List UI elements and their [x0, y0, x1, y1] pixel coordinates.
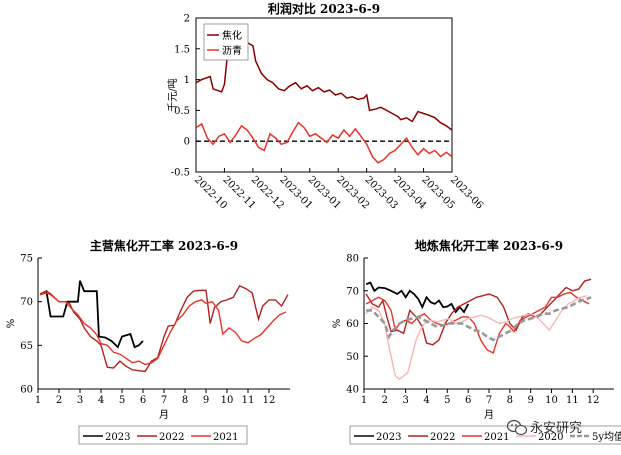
series-line: [366, 296, 592, 342]
chart-title: 地炼焦化开工率 2023-6-9: [415, 238, 563, 253]
series-line: [365, 278, 592, 346]
y-tick-label: 0.5: [174, 106, 190, 117]
legend-box: [349, 425, 621, 445]
x-tick-label: 10: [221, 395, 234, 406]
series-line: [39, 280, 144, 349]
y-tick-label: 2: [184, 14, 190, 25]
legend-label: 2021: [213, 432, 238, 443]
x-tick-label: 6: [140, 395, 146, 406]
x-tick-label: 7: [486, 395, 492, 406]
series-line: [365, 281, 469, 314]
y-tick-label: 1: [184, 75, 190, 86]
y-axis-label: %: [332, 319, 343, 329]
chart-title: 主营焦化开工率 2023-6-9: [90, 238, 238, 253]
x-tick-label: 1: [361, 395, 367, 406]
x-tick-label: 2: [382, 395, 388, 406]
legend-label: 2020: [538, 432, 563, 443]
wechat-icon: [506, 419, 528, 436]
legend-label: 2022: [159, 432, 184, 443]
legend-label: 2023: [105, 432, 130, 443]
x-tick-label: 3: [402, 395, 408, 406]
x-tick-label: 5: [119, 395, 125, 406]
series-line: [365, 295, 588, 381]
legend-label: 焦化: [222, 29, 242, 42]
x-tick-label: 4: [98, 395, 104, 406]
x-tick-label: 12: [263, 395, 276, 406]
legend-label: 沥青: [222, 44, 242, 57]
x-axis-label: 月: [484, 409, 494, 421]
legend-label: 2021: [484, 432, 509, 443]
x-tick-label: 11: [242, 395, 255, 406]
y-tick-label: 50: [346, 352, 359, 363]
plot-frame: [195, 17, 453, 173]
series-line: [39, 292, 287, 366]
x-tick-label: 10: [545, 395, 558, 406]
x-tick-label: 8: [507, 395, 513, 406]
legend-box: [78, 425, 248, 445]
x-tick-label: 8: [182, 395, 188, 406]
y-tick-label: 0: [184, 137, 190, 148]
x-axis-label: 月: [159, 409, 169, 421]
y-tick-label: 1.5: [174, 44, 190, 55]
legend-box: [203, 23, 249, 61]
x-tick-label: 2: [56, 395, 62, 406]
chart-title: 利润对比 2023-6-9: [268, 1, 380, 16]
watermark: 永安研究: [506, 419, 582, 436]
x-tick-label: 3: [77, 395, 83, 406]
watermark-text: 永安研究: [530, 421, 582, 436]
y-tick-label: 80: [346, 254, 359, 265]
x-tick-label: 12: [587, 395, 600, 406]
y-axis-label: 千元/吨: [166, 78, 179, 111]
x-tick-label: 7: [161, 395, 167, 406]
legend-label: 2022: [430, 432, 455, 443]
legend-label: 5y均值: [592, 430, 621, 443]
x-tick-label: 1: [35, 395, 41, 406]
x-tick-label: 6: [465, 395, 471, 406]
x-tick-label: 4: [423, 395, 429, 406]
y-tick-label: 70: [346, 286, 359, 297]
y-tick-label: -0.5: [171, 168, 190, 179]
series-line: [195, 121, 453, 164]
y-tick-label: 40: [346, 385, 359, 396]
legend-label: 2023: [376, 432, 401, 443]
x-tick-label: 9: [203, 395, 209, 406]
y-tick-label: 75: [20, 254, 33, 265]
x-tick-label: 11: [566, 395, 579, 406]
x-tick-label: 5: [444, 395, 450, 406]
y-tick-label: 70: [20, 297, 33, 308]
y-tick-label: 65: [20, 341, 33, 352]
y-tick-label: 60: [20, 385, 33, 396]
chart-profit-comparison: 利润对比 2023-6-9-0.500.511.52千元/吨2022-10202…: [166, 1, 485, 212]
y-tick-label: 60: [346, 319, 359, 330]
y-axis-label: %: [6, 319, 17, 329]
series-line: [39, 285, 289, 373]
x-tick-label: 9: [527, 395, 533, 406]
